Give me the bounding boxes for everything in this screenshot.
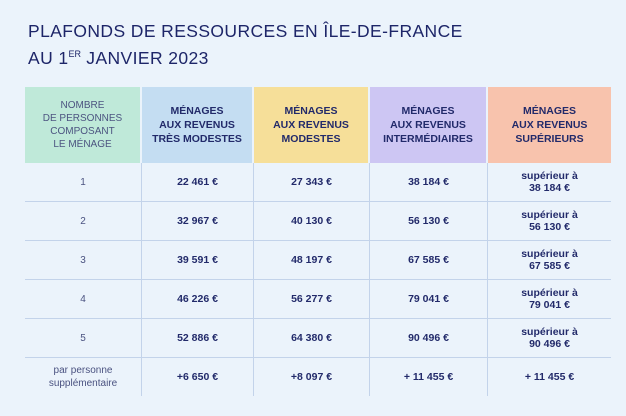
cell-persons: 3 (25, 241, 142, 280)
cell-tres-modestes: 39 591 € (142, 241, 254, 280)
header-tres-modestes: MÉNAGES AUX REVENUS TRÈS MODESTES (142, 87, 254, 163)
page-title: PLAFONDS DE RESSOURCES EN ÎLE-DE-FRANCE … (28, 20, 463, 70)
cell-intermediaires: 56 130 € (370, 202, 488, 241)
table-row: 4 46 226 € 56 277 € 79 041 € supérieur à… (25, 280, 611, 319)
cell-superieurs: + 11 455 € (524, 371, 575, 383)
cell-persons: 4 (25, 280, 142, 319)
header-modestes: MÉNAGES AUX REVENUS MODESTES (254, 87, 370, 163)
cell-persons: 1 (25, 163, 142, 202)
cell-intermediaires: 90 496 € (370, 319, 488, 358)
table-row-extra-person: par personne supplémentaire +6 650 € +8 … (25, 358, 611, 396)
cell-superieurs: supérieur à 67 585 € (488, 241, 611, 280)
income-ceilings-table: NOMBRE DE PERSONNES COMPOSANT LE MÉNAGE … (25, 87, 611, 396)
cell-modestes: +8 097 € (254, 358, 370, 396)
cell-intermediaires: + 11 455 € (370, 358, 488, 396)
header-superieurs: MÉNAGES AUX REVENUS SUPÉRIEURS (488, 87, 611, 163)
cell-modestes: 48 197 € (254, 241, 370, 280)
cell-intermediaires: 67 585 € (370, 241, 488, 280)
cell-modestes: 56 277 € (254, 280, 370, 319)
table-row: 1 22 461 € 27 343 € 38 184 € supérieur à… (25, 163, 611, 202)
table-row: 5 52 886 € 64 380 € 90 496 € supérieur à… (25, 319, 611, 358)
cell-modestes: 64 380 € (254, 319, 370, 358)
table-row: 2 32 967 € 40 130 € 56 130 € supérieur à… (25, 202, 611, 241)
header-intermediaires: MÉNAGES AUX REVENUS INTERMÉDIAIRES (370, 87, 488, 163)
cell-tres-modestes: 22 461 € (142, 163, 254, 202)
title-line-2: AU 1ER JANVIER 2023 (28, 48, 209, 68)
cell-tres-modestes: 52 886 € (142, 319, 254, 358)
cell-persons: par personne supplémentaire (25, 358, 142, 396)
cell-modestes: 27 343 € (254, 163, 370, 202)
cell-superieurs: supérieur à 56 130 € (488, 202, 611, 241)
cell-superieurs: supérieur à 90 496 € (488, 319, 611, 358)
cell-modestes: 40 130 € (254, 202, 370, 241)
cell-superieurs: supérieur à 38 184 € (488, 163, 611, 202)
cell-intermediaires: 79 041 € (370, 280, 488, 319)
title-line-1: PLAFONDS DE RESSOURCES EN ÎLE-DE-FRANCE (28, 21, 463, 41)
cell-intermediaires: 38 184 € (370, 163, 488, 202)
table-header-row: NOMBRE DE PERSONNES COMPOSANT LE MÉNAGE … (25, 87, 611, 163)
cell-tres-modestes: 32 967 € (142, 202, 254, 241)
cell-superieurs: supérieur à 79 041 € (488, 280, 611, 319)
cell-persons: 5 (25, 319, 142, 358)
table-row: 3 39 591 € 48 197 € 67 585 € supérieur à… (25, 241, 611, 280)
header-household-size: NOMBRE DE PERSONNES COMPOSANT LE MÉNAGE (25, 87, 142, 163)
cell-tres-modestes: 46 226 € (142, 280, 254, 319)
cell-tres-modestes: +6 650 € (142, 358, 254, 396)
cell-persons: 2 (25, 202, 142, 241)
